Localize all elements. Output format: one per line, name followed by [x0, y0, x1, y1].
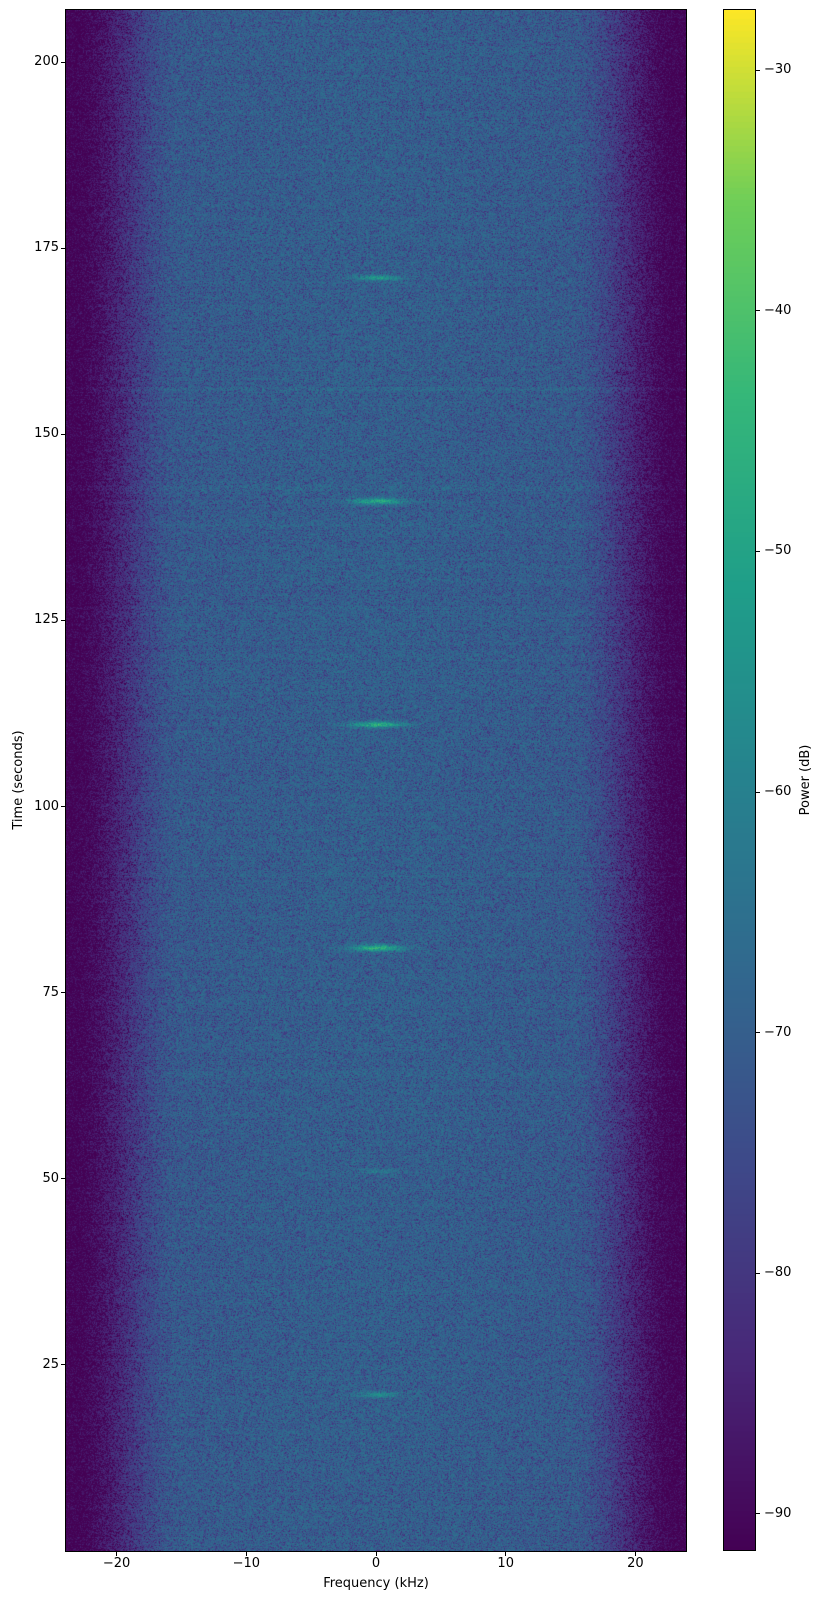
y-tick-mark: [61, 992, 65, 993]
colorbar-tick-mark: [756, 1273, 760, 1274]
colorbar-tick-label: −70: [764, 1025, 791, 1041]
y-tick-label: 75: [42, 985, 59, 1001]
y-tick-mark: [61, 806, 65, 807]
spectrogram-figure: −20 −10 0 10 20 25 50 75 100 125 150 175 200 Freque…: [0, 0, 823, 1603]
y-tick-mark: [61, 620, 65, 621]
colorbar-tick-label: −40: [764, 303, 791, 319]
y-tick-mark: [61, 248, 65, 249]
colorbar-tick-label: −90: [764, 1506, 791, 1522]
colorbar-tick-mark: [756, 1513, 760, 1514]
colorbar-tick-label: −50: [764, 543, 791, 559]
y-tick-mark: [61, 1178, 65, 1179]
colorbar-tick-label: −60: [764, 784, 791, 800]
y-tick-label: 150: [34, 426, 59, 442]
x-tick-label: 0: [372, 1556, 380, 1572]
colorbar-gradient: [724, 10, 755, 1550]
y-tick-mark: [61, 434, 65, 435]
spectrogram-heatmap: [66, 10, 686, 1551]
x-tick-label: 10: [497, 1556, 514, 1572]
colorbar-tick-mark: [756, 310, 760, 311]
y-tick-label: 200: [34, 54, 59, 70]
x-axis-label: Frequency (kHz): [323, 1576, 429, 1592]
y-tick-mark: [61, 62, 65, 63]
y-tick-label: 125: [34, 612, 59, 628]
y-tick-label: 100: [34, 799, 59, 815]
colorbar-tick-label: −30: [764, 62, 791, 78]
colorbar: [723, 9, 756, 1551]
y-axis-label: Time (seconds): [11, 680, 27, 880]
x-tick-label: −10: [233, 1556, 260, 1572]
y-tick-label: 25: [42, 1357, 59, 1373]
y-tick-label: 175: [34, 240, 59, 256]
colorbar-tick-mark: [756, 1032, 760, 1033]
x-tick-label: 20: [627, 1556, 644, 1572]
colorbar-label: Power (dB): [798, 680, 814, 880]
colorbar-tick-mark: [756, 551, 760, 552]
y-tick-mark: [61, 1364, 65, 1365]
spectrogram-plot-area: [65, 9, 687, 1552]
colorbar-tick-mark: [756, 70, 760, 71]
colorbar-tick-label: −80: [764, 1265, 791, 1281]
x-tick-label: −20: [103, 1556, 130, 1572]
colorbar-tick-mark: [756, 792, 760, 793]
y-tick-label: 50: [42, 1171, 59, 1187]
